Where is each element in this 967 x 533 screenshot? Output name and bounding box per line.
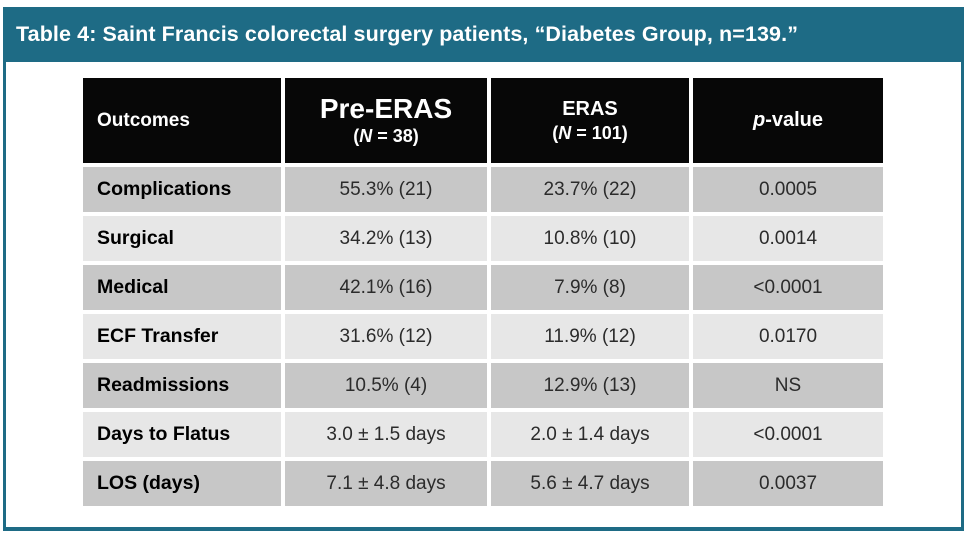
eras-cell: 5.6 ± 4.7 days: [491, 461, 689, 506]
pre-eras-cell: 7.1 ± 4.8 days: [285, 461, 487, 506]
eras-cell: 10.8% (10): [491, 216, 689, 261]
p-value-cell: 0.0014: [693, 216, 883, 261]
outcome-cell: Surgical: [83, 216, 281, 261]
outcome-cell: Medical: [83, 265, 281, 310]
p-value-cell: 0.0005: [693, 167, 883, 212]
table-row-ecf-transfer: ECF Transfer 31.6% (12) 11.9% (12) 0.017…: [83, 314, 883, 359]
column-header-p-value: p-value: [693, 78, 883, 163]
p-value-cell: 0.0037: [693, 461, 883, 506]
eras-cell: 23.7% (22): [491, 167, 689, 212]
p-value-cell: <0.0001: [693, 412, 883, 457]
eras-cell: 2.0 ± 1.4 days: [491, 412, 689, 457]
outcome-cell: Readmissions: [83, 363, 281, 408]
table-row-medical: Medical 42.1% (16) 7.9% (8) <0.0001: [83, 265, 883, 310]
table-row-los-days: LOS (days) 7.1 ± 4.8 days 5.6 ± 4.7 days…: [83, 461, 883, 506]
pre-eras-cell: 10.5% (4): [285, 363, 487, 408]
pre-eras-cell: 31.6% (12): [285, 314, 487, 359]
p-value-cell: <0.0001: [693, 265, 883, 310]
table-title: Table 4: Saint Francis colorectal surger…: [16, 22, 799, 46]
pre-eras-n: (N = 38): [353, 126, 419, 147]
figure-frame: Table 4: Saint Francis colorectal surger…: [3, 7, 964, 531]
column-header-eras: ERAS (N = 101): [491, 78, 689, 163]
pre-eras-cell: 42.1% (16): [285, 265, 487, 310]
eras-cell: 12.9% (13): [491, 363, 689, 408]
p-value-header-label: p-value: [752, 109, 824, 131]
outcomes-header-label: Outcomes: [97, 109, 190, 131]
outcome-cell: LOS (days): [83, 461, 281, 506]
outcome-cell: Complications: [83, 167, 281, 212]
pre-eras-cell: 34.2% (13): [285, 216, 487, 261]
pre-eras-cell: 55.3% (21): [285, 167, 487, 212]
header-row: Outcomes Pre-ERAS (N = 38) ERAS (N = 101…: [83, 78, 883, 163]
eras-title: ERAS: [562, 97, 618, 120]
pre-eras-title: Pre-ERAS: [319, 92, 453, 124]
column-header-pre-eras: Pre-ERAS (N = 38): [285, 78, 487, 163]
column-header-outcomes: Outcomes: [83, 78, 281, 163]
table-row-surgical: Surgical 34.2% (13) 10.8% (10) 0.0014: [83, 216, 883, 261]
table-title-bar: Table 4: Saint Francis colorectal surger…: [3, 7, 964, 62]
eras-n: (N = 101): [552, 122, 628, 143]
table-row-complications: Complications 55.3% (21) 23.7% (22) 0.00…: [83, 167, 883, 212]
outcome-cell: ECF Transfer: [83, 314, 281, 359]
table-header: Outcomes Pre-ERAS (N = 38) ERAS (N = 101…: [83, 78, 883, 163]
outcomes-table: Outcomes Pre-ERAS (N = 38) ERAS (N = 101…: [79, 74, 887, 510]
eras-cell: 11.9% (12): [491, 314, 689, 359]
outcome-cell: Days to Flatus: [83, 412, 281, 457]
table-row-days-to-flatus: Days to Flatus 3.0 ± 1.5 days 2.0 ± 1.4 …: [83, 412, 883, 457]
p-value-cell: NS: [693, 363, 883, 408]
p-value-cell: 0.0170: [693, 314, 883, 359]
pre-eras-cell: 3.0 ± 1.5 days: [285, 412, 487, 457]
eras-cell: 7.9% (8): [491, 265, 689, 310]
table-body: Complications 55.3% (21) 23.7% (22) 0.00…: [83, 167, 883, 506]
table-row-readmissions: Readmissions 10.5% (4) 12.9% (13) NS: [83, 363, 883, 408]
